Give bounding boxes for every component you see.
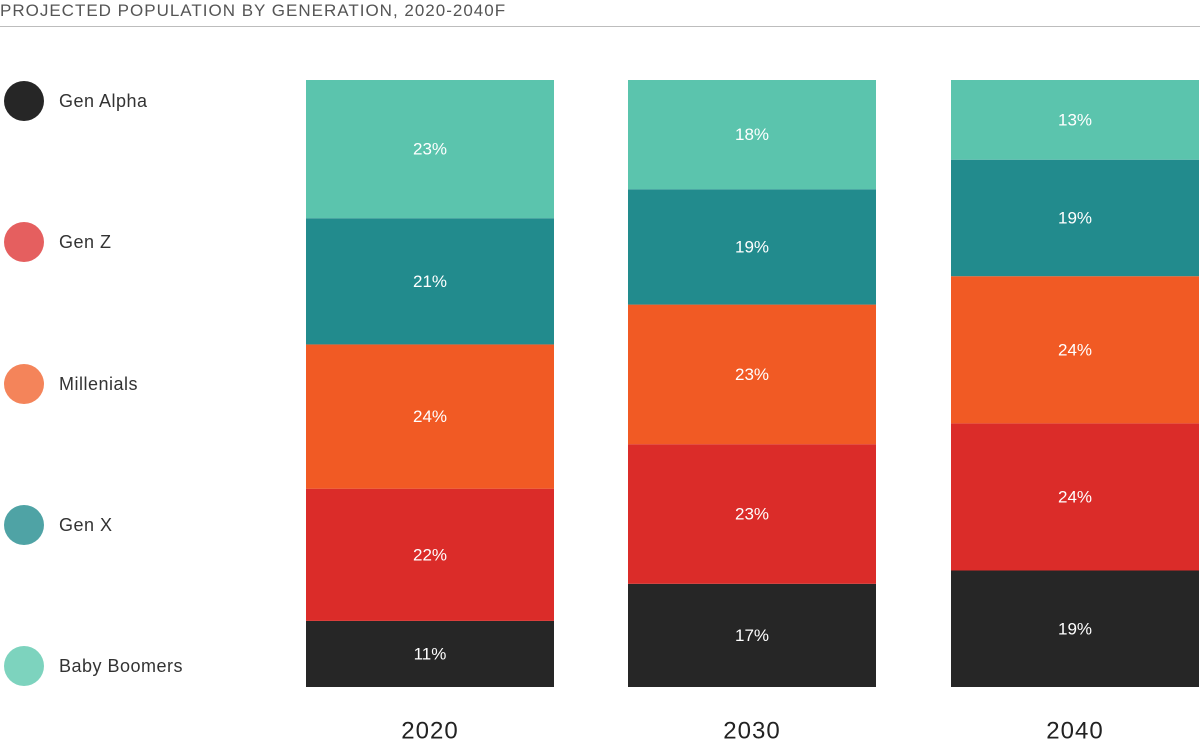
legend-item-baby-boomers: Baby Boomers xyxy=(4,646,183,686)
bar-segment-millenials-2020 xyxy=(306,344,554,489)
data-label-baby-boomers-2020: 23% xyxy=(413,140,447,159)
data-label-baby-boomers-2030: 18% xyxy=(735,125,769,144)
bar-segment-gen-z-2040 xyxy=(951,423,1199,571)
legend-swatch-millenials xyxy=(4,364,44,404)
bar-segment-baby-boomers-2020 xyxy=(306,80,554,219)
data-label-baby-boomers-2040: 13% xyxy=(1058,110,1092,129)
legend-swatch-gen-z xyxy=(4,222,44,262)
legend-item-gen-x: Gen X xyxy=(4,505,113,545)
bar-segment-millenials-2040 xyxy=(951,276,1199,424)
category-label-2020: 2020 xyxy=(401,718,458,740)
data-label-gen-x-2030: 19% xyxy=(735,237,769,256)
legend-item-millenials: Millenials xyxy=(4,364,138,404)
bar-segment-baby-boomers-2040 xyxy=(951,80,1199,160)
bar-segment-gen-alpha-2040 xyxy=(951,570,1199,687)
data-label-gen-z-2020: 22% xyxy=(413,545,447,564)
legend-item-gen-z: Gen Z xyxy=(4,222,112,262)
data-label-gen-z-2040: 24% xyxy=(1058,487,1092,506)
data-label-gen-alpha-2030: 17% xyxy=(735,626,769,645)
bar-segment-gen-alpha-2030 xyxy=(628,583,876,687)
legend-label-gen-alpha: Gen Alpha xyxy=(59,90,148,111)
data-label-gen-alpha-2020: 11% xyxy=(414,644,447,663)
bar-segment-gen-z-2030 xyxy=(628,444,876,584)
data-label-gen-alpha-2040: 19% xyxy=(1058,619,1092,638)
category-label-2030: 2030 xyxy=(723,718,780,740)
data-label-millenials-2040: 24% xyxy=(1058,340,1092,359)
bar-2040: 19% 24% 24% 19% 13% xyxy=(951,80,1199,687)
category-label-2040: 2040 xyxy=(1046,718,1103,740)
legend-item-gen-alpha: Gen Alpha xyxy=(4,81,148,121)
legend-label-baby-boomers: Baby Boomers xyxy=(59,655,184,676)
data-label-gen-x-2020: 21% xyxy=(413,272,447,291)
data-label-gen-z-2030: 23% xyxy=(735,505,769,524)
bar-segment-gen-x-2030 xyxy=(628,189,876,305)
legend-label-millenials: Millenials xyxy=(59,373,139,394)
data-label-gen-x-2040: 19% xyxy=(1058,208,1092,227)
bar-segment-gen-x-2020 xyxy=(306,218,554,345)
bar-segment-gen-z-2020 xyxy=(306,488,554,621)
title-divider xyxy=(0,26,1200,27)
legend: Gen Alpha Gen Z Millenials Gen X Baby Boomer… xyxy=(0,0,260,740)
bar-segment-gen-alpha-2020 xyxy=(306,620,554,687)
legend-swatch-gen-x xyxy=(4,505,44,545)
data-label-millenials-2030: 23% xyxy=(735,365,769,384)
legend-swatch-gen-alpha xyxy=(4,81,44,121)
legend-swatch-baby-boomers xyxy=(4,646,44,686)
bar-2020: 11% 22% 24% 21% 23% xyxy=(306,80,554,687)
bar-segment-gen-x-2040 xyxy=(951,159,1199,277)
legend-label-gen-x: Gen X xyxy=(59,514,113,535)
bar-2030: 17% 23% 23% 19% 18% xyxy=(628,80,876,687)
chart-title: PROJECTED POPULATION BY GENERATION, 2020… xyxy=(0,1,507,20)
data-label-millenials-2020: 24% xyxy=(413,407,447,426)
bar-segment-millenials-2030 xyxy=(628,304,876,445)
legend-label-gen-z: Gen Z xyxy=(59,231,112,252)
bar-segment-baby-boomers-2030 xyxy=(628,80,876,190)
